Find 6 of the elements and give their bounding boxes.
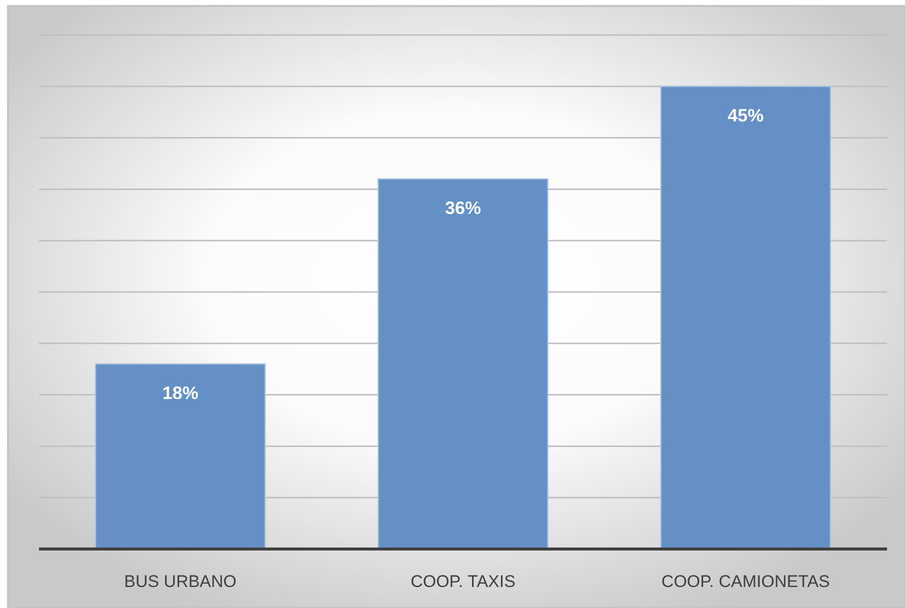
data-label: 18% xyxy=(162,382,198,403)
x-tick-label: BUS URBANO xyxy=(124,572,237,591)
x-tick-label: COOP. TAXIS xyxy=(410,572,516,591)
data-label: 36% xyxy=(444,198,482,218)
x-tick-label: COOP. CAMIONETAS xyxy=(661,572,830,591)
data-label: 45% xyxy=(728,105,764,126)
